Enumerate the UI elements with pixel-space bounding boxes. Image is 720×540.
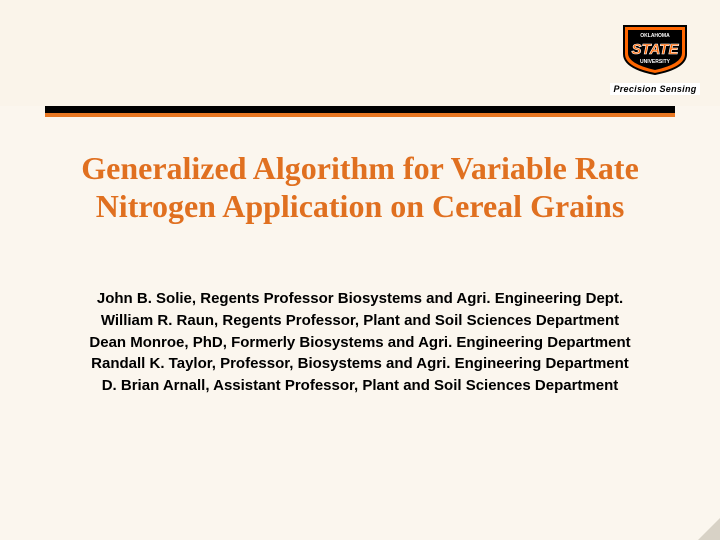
author-line: William R. Raun, Regents Professor, Plan… — [50, 310, 670, 332]
osu-logo: OKLAHOMA STATE UNIVERSITY Precision Sens… — [610, 20, 700, 97]
page-curl-icon — [698, 518, 720, 540]
svg-text:STATE: STATE — [632, 41, 680, 58]
osu-shield-icon: OKLAHOMA STATE UNIVERSITY — [618, 20, 692, 76]
divider-orange — [45, 113, 675, 117]
svg-text:OKLAHOMA: OKLAHOMA — [640, 33, 670, 39]
author-line: John B. Solie, Regents Professor Biosyst… — [50, 288, 670, 310]
author-line: Dean Monroe, PhD, Formerly Biosystems an… — [50, 332, 670, 354]
authors-block: John B. Solie, Regents Professor Biosyst… — [50, 288, 670, 397]
divider-black — [45, 106, 675, 113]
slide: OKLAHOMA STATE UNIVERSITY Precision Sens… — [0, 0, 720, 540]
author-line: D. Brian Arnall, Assistant Professor, Pl… — [50, 375, 670, 397]
author-line: Randall K. Taylor, Professor, Biosystems… — [50, 353, 670, 375]
svg-text:UNIVERSITY: UNIVERSITY — [640, 59, 671, 65]
slide-title: Generalized Algorithm for Variable Rate … — [60, 150, 660, 226]
logo-tagline: Precision Sensing — [610, 83, 699, 95]
